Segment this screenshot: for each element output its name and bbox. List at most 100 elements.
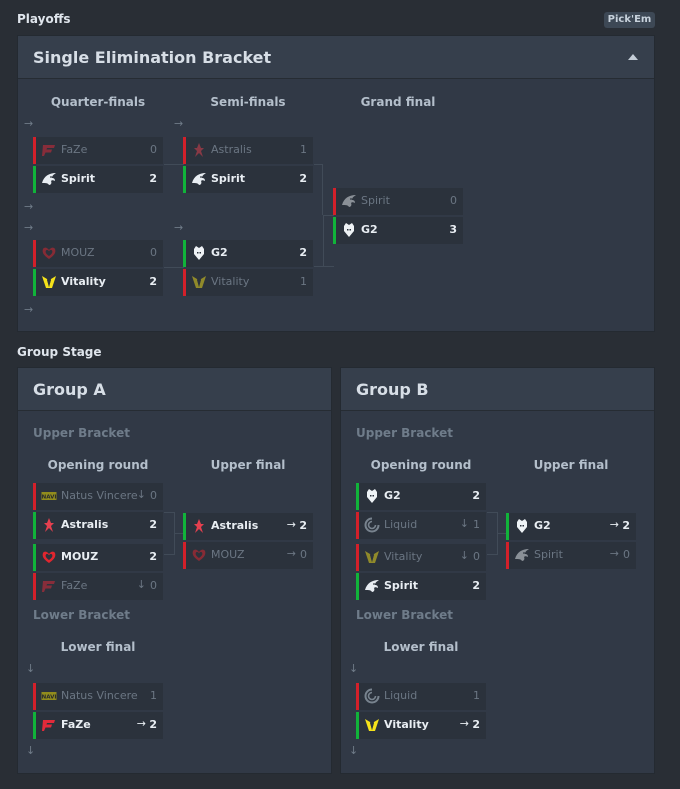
team-name: FaZe — [61, 579, 88, 592]
team-row-astralis[interactable]: Astralis → 2 — [183, 513, 313, 540]
team-name: Astralis — [61, 518, 109, 531]
svg-text:NAVI: NAVI — [42, 495, 57, 501]
team-row-faze[interactable]: FaZe 0 — [33, 137, 163, 164]
team-row-spirit[interactable]: Spirit 2 — [33, 166, 163, 193]
svg-text:NAVI: NAVI — [42, 695, 57, 701]
team-row-natus-vincere[interactable]: NAVI Natus Vincere 1 — [33, 683, 163, 710]
match-card[interactable]: G2 → 2 Spirit → 0 — [506, 513, 636, 569]
team-row-spirit[interactable]: Spirit 0 — [333, 188, 463, 215]
faze-logo-icon — [41, 142, 57, 158]
drop-down-arrow-icon: ↓ — [349, 662, 359, 675]
team-score: 0 — [150, 246, 157, 259]
team-row-spirit[interactable]: Spirit → 0 — [506, 542, 636, 569]
match-card[interactable]: Vitality ↓ 0 Spirit 2 — [356, 544, 486, 600]
team-name: Spirit — [384, 579, 419, 592]
drop-down-arrow-icon: ↓ — [459, 517, 469, 530]
match-card[interactable]: MOUZ 2 FaZe ↓ 0 — [33, 544, 163, 600]
team-row-astralis[interactable]: Astralis 1 — [183, 137, 313, 164]
upper-bracket-label: Upper Bracket — [356, 426, 453, 440]
team-row-astralis[interactable]: Astralis 2 — [33, 512, 163, 539]
team-row-spirit[interactable]: Spirit 2 — [356, 573, 486, 600]
match-card[interactable]: MOUZ 0 Vitality 2 — [33, 240, 163, 296]
playoffs-panel: Single Elimination Bracket Quarter-final… — [17, 35, 655, 332]
team-row-mouz[interactable]: MOUZ 2 — [33, 544, 163, 571]
spirit-logo-icon — [41, 171, 57, 187]
bracket-connector — [497, 533, 506, 534]
match-card[interactable]: G2 2 Liquid ↓ 1 — [356, 483, 486, 539]
advance-arrow-icon: → — [459, 717, 469, 730]
team-row-faze[interactable]: FaZe ↓ 0 — [33, 573, 163, 600]
lower-bracket-label: Lower Bracket — [33, 608, 131, 622]
match-card[interactable]: Astralis 1 Spirit 2 — [183, 137, 313, 193]
liquid-logo-icon — [364, 517, 380, 533]
team-score: 2 — [472, 579, 480, 592]
team-score: 2 — [299, 172, 307, 185]
column-semi-finals: Semi-finals — [210, 95, 286, 109]
match-card[interactable]: Spirit 0 G2 3 — [333, 188, 463, 244]
team-row-vitality[interactable]: Vitality ↓ 0 — [356, 544, 486, 571]
spirit-logo-icon — [341, 193, 357, 209]
team-score: 0 — [150, 579, 157, 592]
team-name: Natus Vincere — [61, 689, 138, 702]
team-row-vitality[interactable]: Vitality → 2 — [356, 712, 486, 739]
team-row-faze[interactable]: FaZe → 2 — [33, 712, 163, 739]
advance-arrow-icon: → — [174, 221, 184, 234]
g2-logo-icon — [364, 488, 380, 504]
team-row-spirit[interactable]: Spirit 2 — [183, 166, 313, 193]
column-upper-final: Upper final — [210, 458, 286, 472]
navi-logo-icon: NAVI — [41, 488, 57, 504]
mouz-logo-icon — [191, 547, 207, 563]
playoffs-panel-title: Single Elimination Bracket — [33, 48, 272, 67]
drop-down-arrow-icon: ↓ — [349, 744, 359, 757]
team-row-natus-vincere[interactable]: NAVI Natus Vincere ↓ 0 — [33, 483, 163, 510]
team-score: 1 — [300, 143, 307, 156]
match-card[interactable]: Liquid 1 Vitality → 2 — [356, 683, 486, 739]
match-card[interactable]: FaZe 0 Spirit 2 — [33, 137, 163, 193]
team-score: 2 — [622, 519, 630, 532]
match-card[interactable]: NAVI Natus Vincere 1 FaZe → 2 — [33, 683, 163, 739]
group-title: Group A — [33, 380, 106, 399]
bracket-connector — [314, 215, 334, 267]
faze-logo-icon — [41, 717, 57, 733]
team-name: Liquid — [384, 518, 418, 531]
team-row-mouz[interactable]: MOUZ → 0 — [183, 542, 313, 569]
team-name: MOUZ — [61, 246, 95, 259]
team-row-vitality[interactable]: Vitality 2 — [33, 269, 163, 296]
group-panel-header: Group B — [341, 368, 654, 411]
g2-logo-icon — [514, 518, 530, 534]
team-score: 1 — [473, 518, 480, 531]
team-row-g2[interactable]: G2 2 — [183, 240, 313, 267]
group-panel-header: Group A — [18, 368, 331, 411]
team-score: 0 — [623, 548, 630, 561]
team-score: 0 — [150, 489, 157, 502]
team-row-g2[interactable]: G2 3 — [333, 217, 463, 244]
match-card[interactable]: Astralis → 2 MOUZ → 0 — [183, 513, 313, 569]
team-row-mouz[interactable]: MOUZ 0 — [33, 240, 163, 267]
team-score: 0 — [150, 143, 157, 156]
team-row-g2[interactable]: G2 → 2 — [506, 513, 636, 540]
playoffs-panel-header[interactable]: Single Elimination Bracket — [18, 36, 654, 79]
advance-arrow-icon: → — [609, 518, 619, 531]
drop-down-arrow-icon: ↓ — [136, 488, 146, 501]
column-quarter-finals: Quarter-finals — [50, 95, 146, 109]
team-row-vitality[interactable]: Vitality 1 — [183, 269, 313, 296]
team-row-g2[interactable]: G2 2 — [356, 483, 486, 510]
team-name: Spirit — [361, 194, 390, 207]
collapse-caret-icon[interactable] — [628, 54, 638, 60]
group-stage-section-title: Group Stage — [17, 345, 102, 359]
advance-arrow-icon: → — [24, 221, 34, 234]
team-score: 1 — [300, 275, 307, 288]
match-card[interactable]: G2 2 Vitality 1 — [183, 240, 313, 296]
team-name: FaZe — [61, 143, 88, 156]
pickem-button[interactable]: Pick'Em — [604, 12, 655, 28]
drop-down-arrow-icon: ↓ — [26, 744, 36, 757]
team-row-liquid[interactable]: Liquid 1 — [356, 683, 486, 710]
drop-down-arrow-icon: ↓ — [136, 578, 146, 591]
team-row-liquid[interactable]: Liquid ↓ 1 — [356, 512, 486, 539]
advance-arrow-icon: → — [24, 117, 34, 130]
bracket-connector — [174, 533, 183, 534]
mouz-logo-icon — [41, 245, 57, 261]
team-score: 2 — [299, 246, 307, 259]
drop-down-arrow-icon: ↓ — [459, 549, 469, 562]
match-card[interactable]: NAVI Natus Vincere ↓ 0 Astralis 2 — [33, 483, 163, 539]
